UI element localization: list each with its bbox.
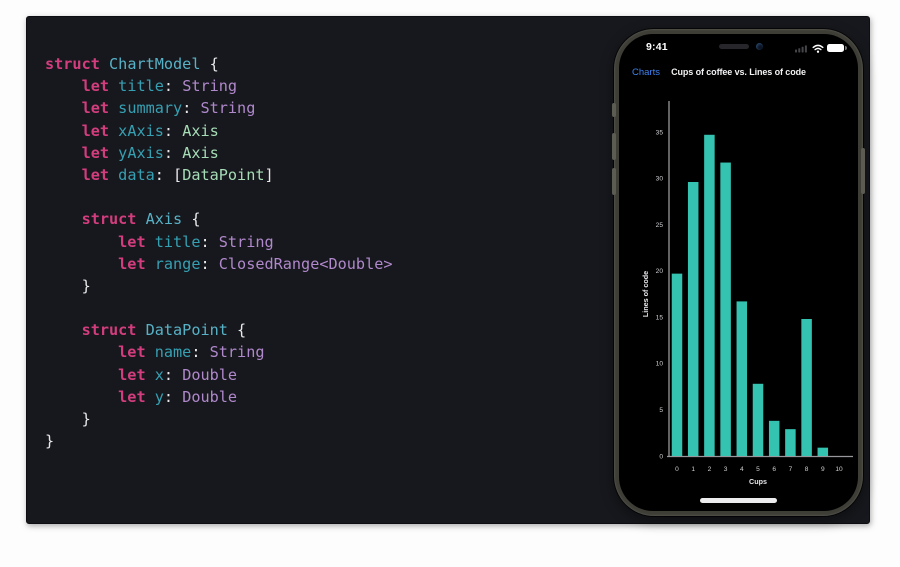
- code-line: let name: String: [118, 343, 265, 362]
- back-button[interactable]: Charts: [632, 67, 660, 78]
- code-line: }: [45, 410, 91, 428]
- x-tick-label: 4: [740, 466, 744, 473]
- nav-title: Cups of coffee vs. Lines of code: [671, 67, 806, 77]
- code-line: let xAxis: Axis: [81, 121, 219, 140]
- iphone-screen: 9:41 Charts: [619, 34, 858, 511]
- x-tick-label: 3: [724, 466, 728, 473]
- code-line: struct DataPoint {: [81, 321, 247, 340]
- y-tick-label: 15: [656, 314, 664, 321]
- y-tick-label: 10: [656, 361, 664, 368]
- code-line: [45, 297, 393, 319]
- code-line: struct ChartModel {: [45, 55, 219, 73]
- bar: [736, 301, 748, 456]
- bar: [671, 273, 683, 456]
- code-line: let title: String: [118, 232, 274, 251]
- bar: [687, 181, 699, 456]
- y-axis-title: Lines of code: [641, 271, 650, 317]
- x-tick-label: 6: [772, 466, 776, 473]
- code-line: }: [45, 276, 91, 295]
- battery-icon: [827, 44, 847, 52]
- front-camera-icon: [756, 43, 763, 50]
- code-line: let title: String: [81, 77, 238, 96]
- bar: [801, 318, 812, 456]
- code-line: let yAxis: Axis: [81, 143, 219, 162]
- x-tick-label: 0: [675, 466, 679, 473]
- wifi-icon: [812, 44, 824, 53]
- bar: [817, 447, 829, 456]
- bar: [768, 420, 780, 456]
- y-tick-label: 30: [656, 176, 664, 183]
- code-line: let y: Double: [118, 387, 238, 406]
- code-line: let summary: String: [81, 99, 256, 118]
- x-tick-label: 2: [708, 466, 712, 473]
- x-axis-title: Cups: [749, 477, 767, 486]
- speaker-grille-icon: [719, 44, 749, 49]
- x-tick-label: 8: [805, 466, 809, 473]
- volume-up-button: [612, 133, 616, 160]
- y-tick-label: 0: [659, 453, 663, 460]
- code-line: let data: [DataPoint]: [81, 165, 274, 184]
- code-block: struct ChartModel { let title: String le…: [45, 53, 393, 452]
- code-line: }: [45, 432, 55, 451]
- bar: [720, 162, 731, 456]
- slide: struct ChartModel { let title: String le…: [26, 16, 870, 524]
- code-line: [45, 186, 393, 208]
- bar: [785, 429, 796, 456]
- volume-down-button: [612, 168, 616, 195]
- y-tick-label: 35: [656, 129, 664, 136]
- code-line: struct Axis {: [81, 210, 201, 229]
- x-tick-label: 9: [821, 466, 825, 473]
- x-tick-label: 5: [756, 466, 760, 473]
- status-bar: 9:41: [619, 34, 858, 58]
- cellular-signal-icon: [795, 45, 807, 53]
- status-time: 9:41: [646, 41, 668, 53]
- x-tick-label: 10: [835, 466, 843, 473]
- code-line: let range: ClosedRange<Double>: [118, 254, 393, 273]
- mute-switch-button: [612, 103, 616, 117]
- bar-chart: 0 1 2 3 4 5 6 7 8 9 10 0 5 10 15 20 25 30 35 Cups Lines of c…: [641, 101, 853, 486]
- x-tick-label: 7: [789, 466, 793, 473]
- code-line: let x: Double: [118, 365, 238, 384]
- home-indicator[interactable]: [700, 498, 777, 503]
- x-tick-label: 1: [691, 466, 695, 473]
- bar: [752, 383, 764, 456]
- power-button: [861, 148, 865, 194]
- y-tick-label: 20: [656, 268, 664, 275]
- y-tick-label: 25: [656, 222, 664, 229]
- y-tick-label: 5: [659, 407, 663, 414]
- navigation-bar: Charts Cups of coffee vs. Lines of code: [619, 67, 858, 81]
- bar: [704, 134, 715, 456]
